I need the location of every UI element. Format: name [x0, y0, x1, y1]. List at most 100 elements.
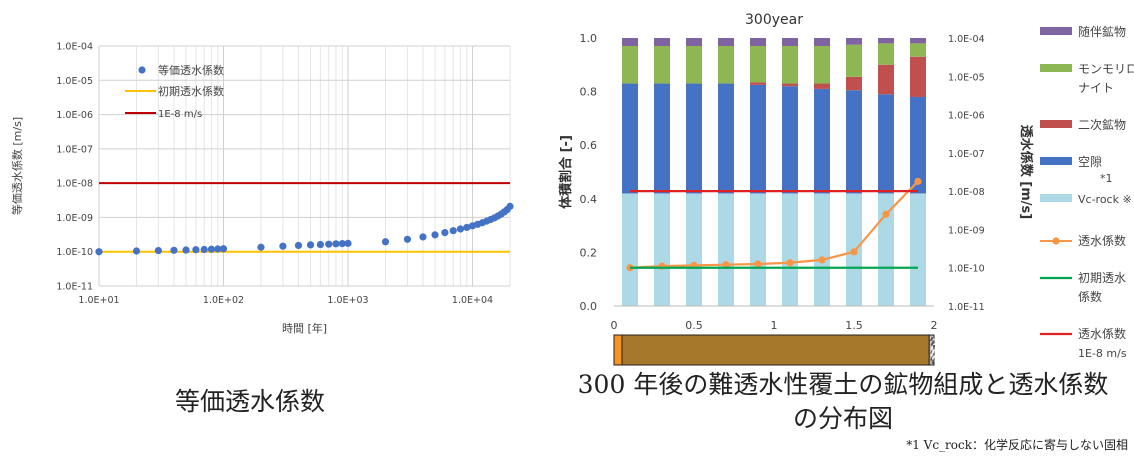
data-point [192, 246, 200, 254]
x-tick-label: 1.0E+04 [452, 295, 493, 306]
gravel-speckle [931, 352, 934, 355]
data-point [207, 245, 216, 253]
bar-segment [814, 88, 830, 194]
bar-segment [686, 46, 702, 84]
legend-note: *1 [1100, 172, 1113, 185]
legend-label: 透水係数 [1078, 326, 1126, 341]
bar-segment [846, 44, 862, 77]
data-point [332, 240, 340, 248]
bar-segment [654, 46, 670, 84]
bar-segment [878, 38, 894, 44]
bar-segment [686, 83, 702, 194]
legend-label: 1E-8 m/s [1078, 347, 1127, 360]
x-tick-label: 2 [931, 319, 938, 332]
data-point [95, 248, 103, 256]
caption-right-line2: の分布図 [792, 404, 893, 433]
y-tick-label: 1.0E-08 [56, 179, 93, 190]
bar-segment [654, 38, 670, 47]
y-tick-label: 1.0E-07 [56, 144, 93, 155]
gravel-speckle [930, 347, 933, 350]
bar-segment [910, 38, 926, 44]
series-marker [754, 260, 762, 268]
bar-segment [782, 38, 798, 47]
series-line [629, 180, 919, 269]
bar-segment [910, 43, 926, 57]
caption-right: 300 年後の難透水性覆土の鉱物組成と透水係数 の分布図 [548, 368, 1134, 436]
data-point [449, 227, 457, 235]
bar-segment [686, 38, 702, 47]
data-point [338, 240, 346, 248]
y-tick-label: 1.0E-06 [56, 110, 93, 121]
legend-swatch [1040, 194, 1072, 202]
bar-segment [782, 86, 798, 194]
legend-marker-points [138, 66, 146, 74]
bar-segment [878, 64, 894, 95]
data-point [257, 243, 265, 251]
data-point [419, 233, 427, 241]
legend-swatch [1040, 120, 1072, 128]
bar-segment [686, 193, 702, 306]
gravel-speckle [931, 357, 934, 360]
data-point [154, 246, 163, 255]
bar-segment [782, 46, 798, 84]
data-point [403, 235, 412, 243]
chart-mineral-composition-300year: 300year 0.0 0.2 0.4 0.6 0.8 1.0 1.0E-11 1.0E-10 1… [558, 12, 1134, 366]
bar-segment [846, 38, 862, 45]
gravel-speckle [931, 346, 934, 349]
x-tick-label: 1.0E+03 [327, 295, 368, 306]
gravel-speckle [930, 338, 933, 341]
gravel-speckle [932, 343, 935, 346]
y-axis-title: 等価透水係数 [m/s] [10, 117, 24, 215]
bar-segment [654, 193, 670, 306]
bar-segment [654, 83, 670, 194]
y2-tick-label: 1.0E-06 [948, 111, 985, 122]
series-marker [786, 259, 794, 267]
chart-title: 300year [745, 12, 803, 28]
legend-label: 初期透水 [1078, 271, 1126, 285]
y2-axis-title: 透水係数 [m/s] [1018, 125, 1034, 219]
gravel-speckle [932, 360, 935, 363]
legend-marker [1052, 237, 1060, 245]
footnote: *1 Vc_rock：化学反応に寄与しない固相 [906, 438, 1128, 452]
data-point [506, 202, 514, 210]
data-point [170, 246, 178, 254]
x-axis-title: 時間 [年] [282, 321, 327, 335]
bar-segment [846, 76, 862, 91]
profile-strip-orange [613, 334, 623, 366]
bar-segment [622, 83, 638, 194]
legend-label: 空隙 [1078, 155, 1102, 169]
gravel-speckle [932, 349, 935, 352]
data-point [294, 241, 303, 250]
y-tick-label: 1.0E-11 [56, 282, 93, 293]
gravel-speckle [931, 341, 934, 344]
bar-segment [846, 90, 862, 194]
gravel-speckle [930, 358, 933, 361]
data-point [344, 239, 352, 247]
x-tick-label: 1.0E+01 [78, 295, 119, 306]
legend-label: 透水係数 [1078, 233, 1126, 248]
bar-segment [910, 96, 926, 194]
legend-label-limit: 1E-8 m/s [158, 109, 202, 120]
bar-segment [878, 43, 894, 65]
data-point [431, 231, 439, 239]
bar-segment [878, 193, 894, 306]
data-point [463, 223, 471, 232]
bar-segment [718, 193, 734, 306]
data-point [279, 242, 287, 250]
data-point [214, 245, 222, 253]
data-point [132, 247, 141, 255]
y-axis-title: 体積割合 [-] [558, 135, 574, 209]
bar-segment [814, 46, 830, 84]
bar-segment [622, 193, 638, 306]
y-tick-label: 1.0E-05 [56, 76, 93, 87]
bar-segment [782, 83, 798, 87]
data-point [182, 246, 190, 254]
y-tick-label: 0.2 [580, 246, 598, 259]
legend-label: 二次鉱物 [1078, 117, 1126, 132]
legend-label: 係数 [1078, 289, 1102, 304]
data-point [219, 245, 228, 253]
y-tick-label: 1.0E-10 [56, 247, 93, 258]
data-point [381, 238, 390, 246]
